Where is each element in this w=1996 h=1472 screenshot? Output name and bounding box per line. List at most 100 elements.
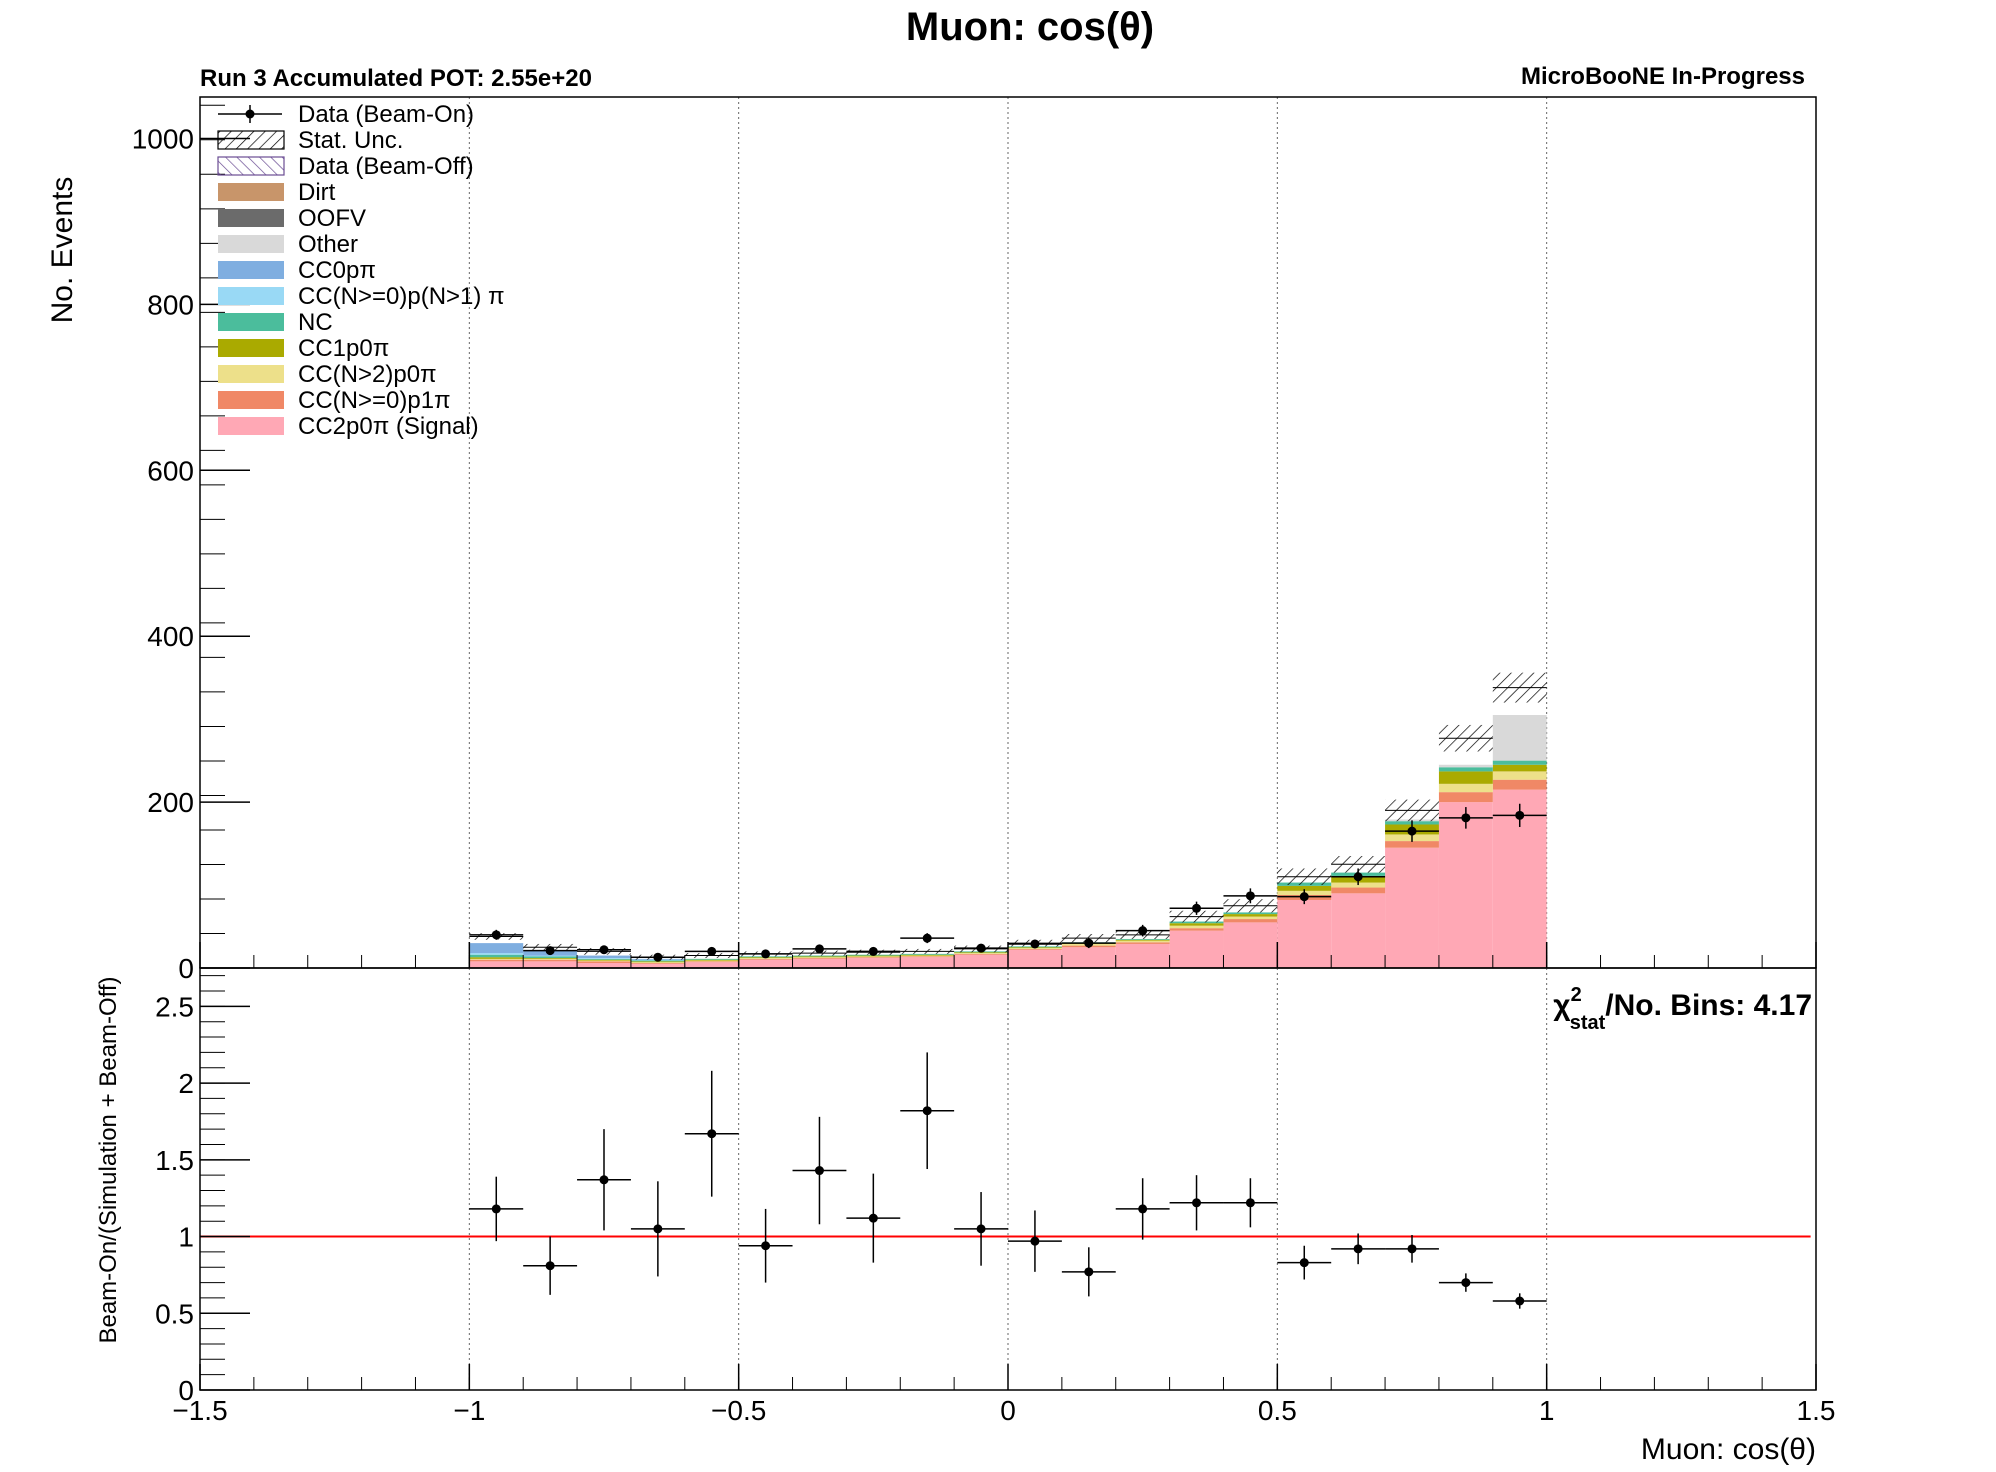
data-marker: [1084, 938, 1094, 948]
ratio-point: [1385, 1235, 1439, 1263]
data-marker: [1515, 810, 1525, 820]
histogram-bar: [1169, 925, 1224, 929]
histogram-bar: [1223, 922, 1278, 968]
histogram-bar: [523, 955, 578, 957]
ratio-point: [1223, 1178, 1278, 1228]
legend-swatch: [218, 365, 284, 383]
histogram-bar: [1277, 885, 1332, 891]
x-tick-label: −0.5: [711, 1395, 766, 1426]
top-grid: [468, 97, 1548, 968]
legend-entry: OOFV: [218, 205, 366, 232]
histogram-bar: [1115, 943, 1170, 968]
data-marker: [1461, 813, 1471, 823]
histogram-bar: [1492, 760, 1547, 765]
x-tick-label: 1: [1539, 1395, 1555, 1426]
ratio-point: [792, 1116, 847, 1225]
legend-swatch: [218, 339, 284, 357]
ratio-point: [900, 1052, 955, 1170]
histogram-bar: [1277, 899, 1332, 968]
ratio-marker: [922, 1106, 932, 1116]
data-point: [900, 933, 955, 944]
legend-swatch: [218, 261, 284, 279]
histogram-bar: [469, 943, 524, 954]
histogram-bar: [1492, 764, 1547, 772]
legend-entry: CC(N>=0)p(N>1) π: [218, 283, 505, 310]
histogram-bar: [1008, 948, 1062, 950]
histogram-bar: [469, 954, 524, 958]
bottom-x-ticks: −1.5 −1 −0.5 0 0.5 1 1.5: [172, 1364, 1835, 1426]
histogram-bar: [577, 958, 631, 959]
ratio-marker: [545, 1261, 555, 1271]
bottom-y-axis-title: Beam-On/(Simulation + Beam-Off): [95, 976, 122, 1343]
legend-swatch: [218, 209, 284, 227]
ratio-marker: [976, 1224, 986, 1234]
histogram-bar: [846, 955, 901, 957]
data-point: [630, 952, 685, 962]
legend-entry: CC2p0π (Signal): [218, 413, 479, 440]
ratio-point: [1492, 1293, 1547, 1309]
legend-label: Data (Beam-Off): [298, 153, 474, 180]
data-point: [1061, 938, 1116, 949]
ratio-marker: [599, 1175, 609, 1185]
histogram-bar: [1169, 928, 1224, 931]
legend-entry: Other: [218, 231, 358, 258]
data-point: [792, 944, 847, 954]
ratio-point: [630, 1181, 685, 1277]
legend-label: OOFV: [298, 205, 366, 232]
data-point: [1277, 889, 1332, 905]
legend-swatch: [217, 156, 285, 176]
legend-label: CC1p0π: [298, 335, 389, 362]
experiment-label: MicroBooNE In-Progress: [1521, 63, 1805, 90]
legend: Data (Beam-On)Stat. Unc.Data (Beam-Off)D…: [217, 101, 505, 440]
data-point: [1223, 888, 1278, 904]
histogram-bar: [1115, 940, 1170, 943]
data-point: [1385, 820, 1439, 842]
histogram-bar: [1492, 779, 1547, 790]
histogram-bar: [1223, 916, 1278, 920]
ratio-point: [577, 1129, 631, 1231]
chart-title: Muon: cos(θ): [906, 5, 1154, 49]
legend-label: CC0pπ: [298, 257, 376, 284]
histogram-bar: [792, 956, 847, 958]
legend-entry: Data (Beam-Off): [217, 153, 474, 180]
legend-entry: Stat. Unc.: [217, 127, 403, 154]
data-marker: [814, 944, 824, 954]
histogram-bar: [846, 957, 901, 959]
histogram-bar: [1385, 847, 1439, 968]
histogram-bar: [900, 953, 955, 955]
stacked-histogram: [469, 714, 1547, 968]
histogram-bar: [577, 959, 631, 961]
x-tick-label: −1: [453, 1395, 485, 1426]
x-tick-label: 0.5: [1258, 1395, 1297, 1426]
legend-label: CC(N>=0)p(N>1) π: [298, 283, 505, 310]
data-marker: [1353, 872, 1363, 882]
legend-label: Other: [298, 231, 358, 258]
legend-label: CC2p0π (Signal): [298, 413, 479, 440]
histogram-bar: [1492, 771, 1547, 780]
ratio-point: [1115, 1178, 1170, 1240]
histogram-bar: [1331, 893, 1386, 968]
data-marker: [491, 930, 501, 940]
ratio-marker: [761, 1241, 771, 1251]
histogram-bar: [1438, 767, 1493, 772]
ratio-marker: [653, 1224, 663, 1234]
data-marker: [545, 946, 555, 956]
legend-label: Data (Beam-On): [298, 101, 474, 128]
ratio-marker: [1515, 1296, 1525, 1306]
histogram-bar: [1169, 923, 1224, 926]
legend-entry: NC: [218, 309, 333, 336]
data-marker: [707, 946, 717, 956]
histogram-bar: [1008, 949, 1062, 968]
histogram-bar: [684, 962, 739, 968]
ratio-marker: [1461, 1278, 1471, 1288]
y-tick-label: 1000: [132, 123, 194, 154]
x-tick-label: 0: [1000, 1395, 1016, 1426]
x-tick-label: −1.5: [172, 1395, 227, 1426]
ratio-marker: [1084, 1267, 1094, 1277]
histogram-bar: [792, 957, 847, 959]
histogram-bar: [846, 958, 901, 968]
ratio-point: [469, 1176, 524, 1242]
top-y-ticks: 0 200 400 600 800 1000: [132, 104, 250, 984]
top-panel: 0 200 400 600 800 1000 No. Events Data (Beam-…: [46, 96, 1817, 984]
